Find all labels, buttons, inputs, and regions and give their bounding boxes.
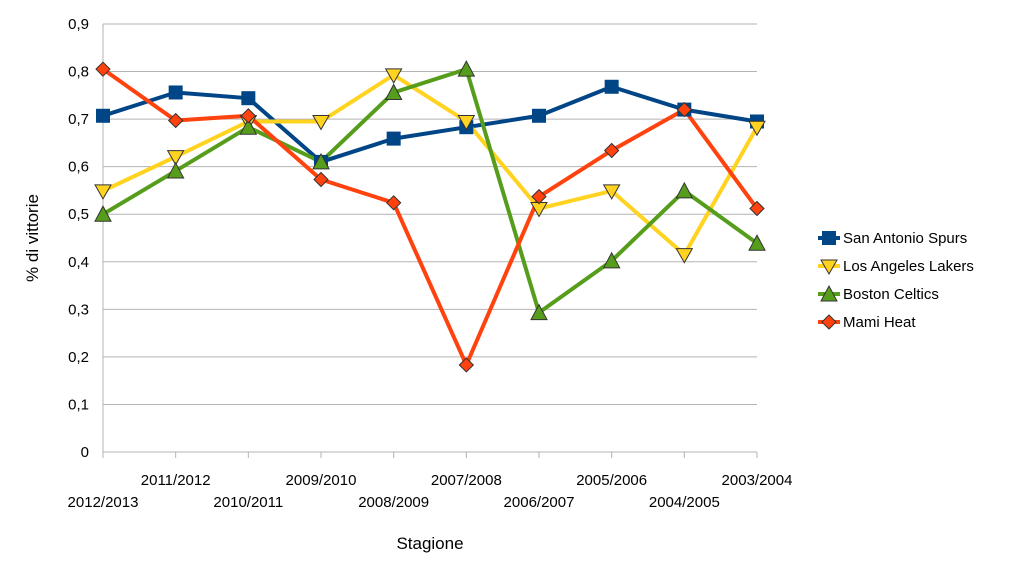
data-point-boston-celtics — [675, 181, 694, 199]
data-point-mami-heat — [240, 108, 257, 124]
data-point-boston-celtics — [312, 152, 330, 170]
x-tick-label: 2006/2007 — [504, 494, 575, 511]
data-point-los-angeles-lakers — [166, 150, 185, 166]
legend: San Antonio Spurs Los Angeles Lakers Bosto… — [818, 230, 974, 331]
y-axis-title: % di vittorie — [23, 194, 42, 282]
legend-swatch-marker — [821, 314, 837, 330]
data-point-boston-celtics — [457, 60, 476, 77]
data-point-los-angeles-lakers — [602, 184, 621, 200]
legend-label: Boston Celtics — [843, 286, 939, 303]
data-point-boston-celtics — [239, 118, 258, 135]
data-point-mami-heat — [749, 200, 765, 217]
y-tick-label: 0,8 — [68, 64, 89, 81]
y-tick-label: 0,6 — [68, 159, 89, 176]
data-point-boston-celtics — [166, 161, 185, 179]
data-point-los-angeles-lakers — [748, 120, 766, 137]
y-tick-label: 0,9 — [68, 16, 89, 33]
data-point-san-antonio-spurs — [532, 108, 546, 123]
data-point-mami-heat — [313, 171, 329, 188]
legend-item-mami-heat: Mami Heat — [818, 314, 916, 331]
data-point-los-angeles-lakers — [675, 248, 694, 264]
data-point-mami-heat — [95, 61, 111, 77]
legend-label: Mami Heat — [843, 314, 916, 331]
data-point-san-antonio-spurs — [604, 79, 619, 94]
series-line-los-angeles-lakers — [102, 72, 759, 257]
y-tick-label: 0,4 — [68, 254, 89, 271]
x-tick-label: 2007/2008 — [431, 472, 502, 489]
data-point-los-angeles-lakers — [457, 114, 476, 131]
data-point-mami-heat — [385, 195, 402, 211]
legend-label: San Antonio Spurs — [843, 230, 967, 247]
legend-label: Los Angeles Lakers — [843, 258, 974, 275]
x-tick-label: 2004/2005 — [649, 494, 720, 511]
y-tick-label: 0 — [81, 444, 89, 461]
x-axis-title: Stagione — [396, 534, 463, 553]
legend-swatch-marker — [820, 259, 838, 276]
data-point-san-antonio-spurs — [96, 108, 110, 123]
series-lines — [101, 67, 759, 367]
x-tick-label: 2011/2012 — [141, 472, 211, 489]
y-tick-label: 0,1 — [68, 396, 89, 413]
x-tick-labels: 2012/20132011/20122010/20112009/20102008… — [68, 472, 793, 511]
y-tick-label: 0,7 — [68, 111, 89, 128]
x-tick-label: 2005/2006 — [576, 472, 647, 489]
legend-item-boston-celtics: Boston Celtics — [818, 284, 939, 303]
data-point-los-angeles-lakers — [312, 114, 330, 131]
series-line-san-antonio-spurs — [102, 84, 758, 164]
legend-swatch-marker — [820, 284, 838, 302]
series-line-mami-heat — [101, 67, 759, 367]
axes — [102, 24, 758, 458]
x-tick-label: 2008/2009 — [358, 494, 429, 511]
data-point-los-angeles-lakers — [384, 68, 403, 84]
data-point-san-antonio-spurs — [168, 85, 183, 100]
series-line-boston-celtics — [101, 67, 759, 315]
x-tick-label: 2003/2004 — [722, 472, 793, 489]
legend-swatch-marker — [822, 231, 836, 245]
y-tick-label: 0,5 — [68, 206, 89, 223]
data-point-boston-celtics — [384, 83, 403, 100]
legend-item-los-angeles-lakers: Los Angeles Lakers — [818, 258, 974, 276]
data-point-boston-celtics — [94, 205, 112, 222]
data-point-boston-celtics — [602, 251, 621, 269]
series-markers — [94, 60, 766, 373]
data-point-san-antonio-spurs — [386, 131, 401, 146]
x-tick-label: 2009/2010 — [286, 472, 357, 489]
legend-item-san-antonio-spurs: San Antonio Spurs — [818, 230, 967, 247]
data-point-san-antonio-spurs — [241, 91, 256, 106]
x-tick-label: 2010/2011 — [213, 494, 283, 511]
data-point-boston-celtics — [748, 234, 766, 251]
y-tick-label: 0,2 — [68, 349, 89, 366]
data-point-mami-heat — [531, 188, 547, 205]
data-point-los-angeles-lakers — [94, 184, 112, 200]
data-point-mami-heat — [458, 357, 475, 373]
data-point-mami-heat — [167, 112, 184, 129]
data-point-boston-celtics — [530, 303, 548, 321]
data-point-mami-heat — [676, 101, 693, 118]
data-point-mami-heat — [603, 142, 620, 159]
y-tick-labels: 0 0,1 0,2 0,3 0,4 0,5 0,6 0,7 0,8 0,9 — [68, 16, 89, 461]
x-tick-label: 2012/2013 — [68, 494, 139, 511]
y-tick-label: 0,3 — [68, 301, 89, 318]
grid-lines — [103, 23, 757, 453]
